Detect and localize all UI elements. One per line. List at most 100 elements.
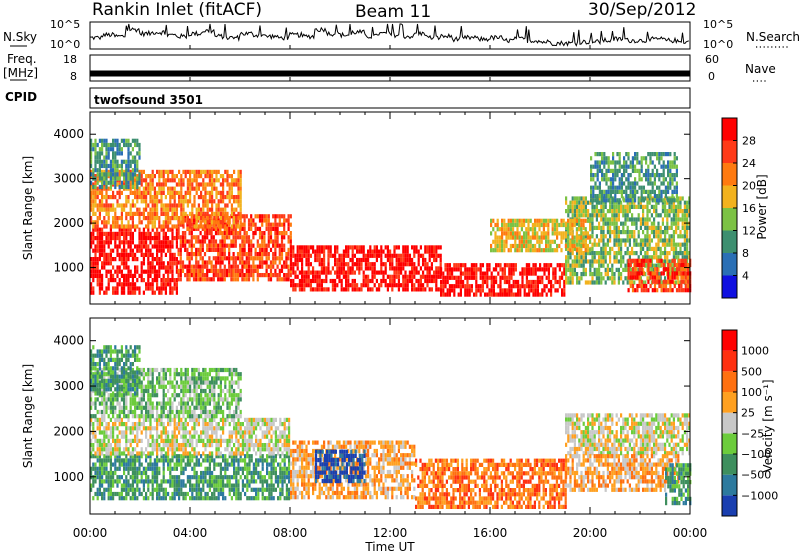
heatmap-cell xyxy=(503,239,506,244)
heatmap-cell xyxy=(545,275,548,280)
heatmap-cell xyxy=(580,255,583,260)
heatmap-cell xyxy=(442,275,445,280)
heatmap-cell xyxy=(683,255,686,260)
heatmap-cell xyxy=(101,138,104,143)
heatmap-cell xyxy=(569,231,572,236)
heatmap-cell xyxy=(635,267,638,272)
heatmap-cell xyxy=(116,172,119,177)
heatmap-cell xyxy=(107,257,110,262)
heatmap-cell xyxy=(197,216,200,221)
heatmap-cell xyxy=(123,227,126,232)
colorbar-tick-label: 24 xyxy=(742,157,756,170)
heatmap-cell xyxy=(98,257,101,262)
heatmap-cell xyxy=(645,156,648,161)
heatmap-cell xyxy=(179,268,182,273)
heatmap-cell xyxy=(92,236,95,241)
heatmap-cell xyxy=(618,160,621,165)
heatmap-cell xyxy=(307,270,310,275)
heatmap-cell xyxy=(269,264,273,269)
heatmap-cell xyxy=(686,262,690,268)
heatmap-cell xyxy=(167,240,170,245)
heatmap-cell xyxy=(107,483,110,488)
heatmap-cell xyxy=(127,479,130,484)
heatmap-cell xyxy=(247,264,251,269)
heatmap-cell xyxy=(554,271,557,276)
heatmap-cell xyxy=(682,271,685,276)
heatmap-cell xyxy=(624,204,627,209)
heatmap-cell xyxy=(604,280,607,285)
heatmap-cell xyxy=(614,194,617,199)
heatmap-cell xyxy=(613,255,616,260)
heatmap-cell xyxy=(675,164,678,169)
heatmap-cell xyxy=(114,220,117,225)
heatmap-cell xyxy=(582,267,585,272)
heatmap-cell xyxy=(627,194,630,199)
heatmap-cell xyxy=(397,274,400,279)
heatmap-cell xyxy=(509,222,512,228)
heatmap-cell xyxy=(627,164,630,169)
heatmap-cell xyxy=(239,224,242,229)
heatmap-cell xyxy=(195,216,198,221)
heatmap-cell xyxy=(428,266,431,271)
heatmap-cell xyxy=(112,220,115,225)
heatmap-cell xyxy=(516,231,519,236)
heatmap-cell xyxy=(673,185,676,190)
heatmap-cell xyxy=(669,160,672,165)
heatmap-cell xyxy=(131,252,134,257)
heatmap-cell xyxy=(334,262,337,267)
heatmap-cell xyxy=(651,288,654,293)
heatmap-cell xyxy=(345,253,348,258)
heatmap-cell xyxy=(340,278,343,284)
heatmap-cell xyxy=(307,274,310,279)
heatmap-cell xyxy=(254,268,257,273)
heatmap-cell xyxy=(312,245,315,250)
colorbar-block xyxy=(722,140,737,163)
heatmap-cell xyxy=(195,220,198,225)
heatmap-cell xyxy=(107,286,110,291)
heatmap-cell xyxy=(175,261,178,266)
heatmap-cell xyxy=(556,227,559,232)
heatmap-cell xyxy=(656,288,659,293)
heatmap-cell xyxy=(96,227,99,232)
heatmap-cell xyxy=(640,185,643,190)
heatmap-cell xyxy=(681,209,684,214)
heatmap-cell xyxy=(642,280,645,285)
heatmap-cell xyxy=(228,231,231,236)
heatmap-cell xyxy=(129,244,132,249)
heatmap-cell xyxy=(543,267,546,272)
heatmap-cell xyxy=(169,261,172,266)
heatmap-cell xyxy=(384,245,387,250)
heatmap-cell xyxy=(96,203,99,208)
heatmap-cell xyxy=(634,152,637,157)
heatmap-cell xyxy=(287,218,290,223)
heatmap-cell xyxy=(305,278,308,284)
heatmap-cell xyxy=(190,247,193,252)
heatmap-cell xyxy=(171,269,174,274)
heatmap-cell xyxy=(98,155,101,160)
heatmap-cell xyxy=(358,257,361,263)
heatmap-cell xyxy=(413,266,416,271)
heatmap-cell xyxy=(642,262,646,268)
heatmap-cell xyxy=(171,483,174,488)
heatmap-cell xyxy=(623,168,626,173)
heatmap-cell xyxy=(688,255,691,260)
heatmap-cell xyxy=(303,287,306,292)
heatmap-cell xyxy=(631,246,634,251)
heatmap-cell xyxy=(228,220,231,225)
heatmap-cell xyxy=(107,163,110,169)
heatmap-cell xyxy=(123,286,126,291)
heatmap-cell xyxy=(230,186,233,191)
heatmap-cell xyxy=(98,151,101,156)
heatmap-cell xyxy=(667,185,670,190)
heatmap-cell xyxy=(400,283,403,288)
heatmap-cell xyxy=(347,245,350,250)
heatmap-cell xyxy=(149,174,152,179)
heatmap-cell xyxy=(470,271,473,276)
heatmap-cell xyxy=(634,262,637,268)
heatmap-cell xyxy=(96,195,99,200)
heatmap-cell xyxy=(114,458,117,463)
heatmap-cell xyxy=(451,271,454,276)
heatmap-cell xyxy=(598,238,601,243)
heatmap-cell xyxy=(114,290,117,295)
heatmap-cell xyxy=(683,221,686,226)
